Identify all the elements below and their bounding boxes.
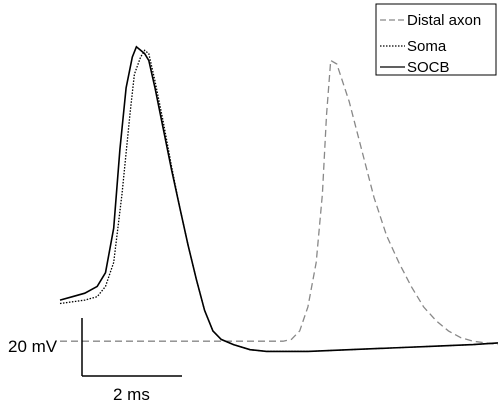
legend-label-soma: Soma — [407, 38, 447, 55]
series-socb — [59, 45, 498, 353]
legend: Distal axon Soma SOCB — [375, 3, 497, 76]
scale-bar-time-label: 2 ms — [113, 385, 150, 404]
legend-label-distal-axon: Distal axon — [407, 12, 481, 29]
plot-area — [59, 45, 498, 353]
series-distal-axon — [60, 59, 498, 346]
legend-box — [375, 3, 497, 76]
legend-label-socb: SOCB — [407, 59, 450, 76]
scale-bar: 20 mV 2 ms — [8, 318, 182, 404]
scale-bar-voltage-label: 20 mV — [8, 337, 58, 356]
